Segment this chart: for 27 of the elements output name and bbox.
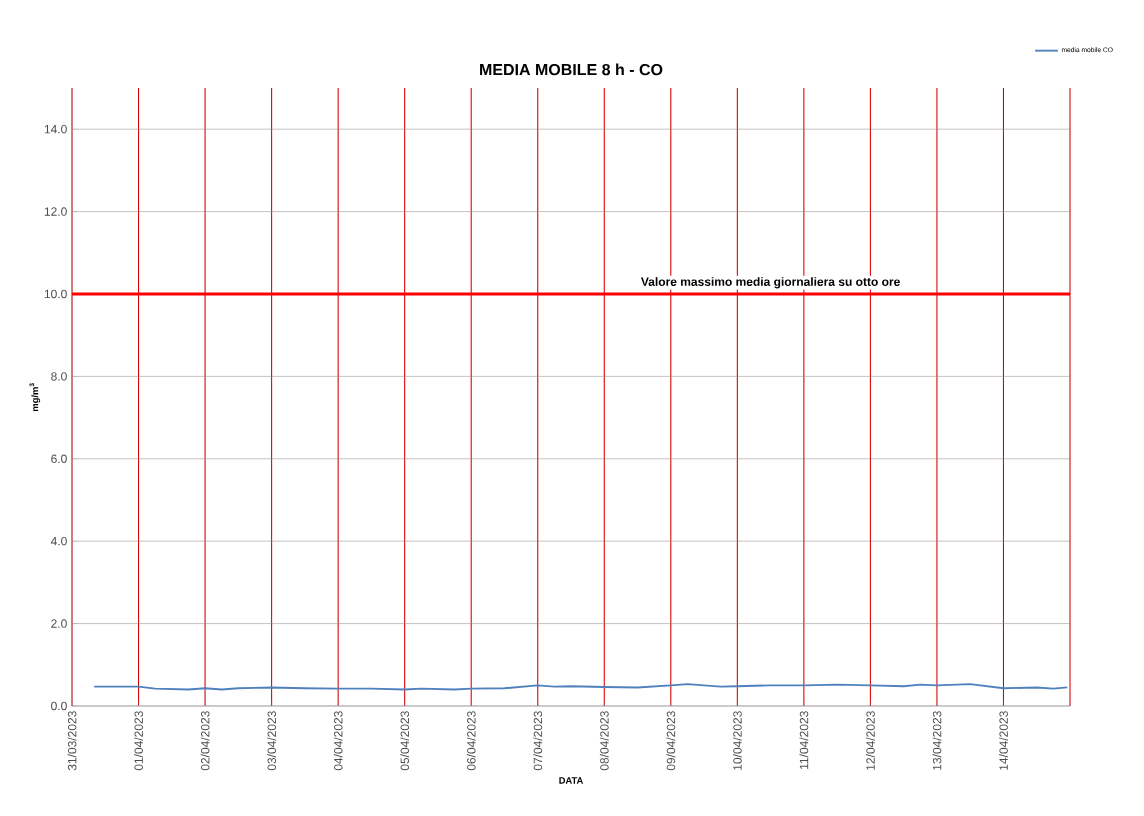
- y-tick-label: 2.0: [51, 619, 67, 628]
- chart-title: MEDIA MOBILE 8 h - CO: [480, 63, 663, 76]
- y-tick-label: 14.0: [44, 124, 67, 134]
- x-tick-label: 31/03/2023: [67, 711, 77, 771]
- x-tick-label: 01/04/2023: [134, 711, 143, 771]
- x-tick-label: 11/04/2023: [799, 711, 809, 769]
- x-tick-label: 13/04/2023: [932, 711, 942, 770]
- y-tick-label: 12.0: [44, 207, 67, 216]
- x-tick-label: 10/04/2023: [732, 711, 742, 770]
- ref-line-label: Valore massimo media giornaliera su otto ore: [640, 277, 900, 289]
- x-tick-label: 03/04/2023: [267, 711, 277, 771]
- y-tick-label: 6.0: [51, 454, 67, 464]
- x-tick-label: 07/04/2023: [533, 711, 543, 771]
- x-tick-label: 02/04/2023: [200, 711, 210, 771]
- x-tick-label: 09/04/2023: [666, 711, 676, 771]
- x-tick-label: 06/04/2023: [466, 711, 476, 771]
- y-tick-label: 10.0: [44, 289, 67, 299]
- x-tick-label: 05/04/2023: [400, 711, 410, 771]
- x-tick-label: 14/04/2023: [999, 711, 1008, 770]
- x-tick-label: 04/04/2023: [333, 711, 343, 771]
- y-tick-label: 0.0: [51, 701, 67, 711]
- x-tick-label: 12/04/2023: [866, 711, 875, 770]
- y-tick-label: 4.0: [50, 536, 67, 546]
- y-axis-title: mg/m$^{3}$: [29, 383, 41, 412]
- x-tick-label: 08/04/2023: [599, 711, 609, 771]
- x-axis-title: DATA: [559, 777, 584, 784]
- y-tick-label: 8.0: [51, 372, 67, 381]
